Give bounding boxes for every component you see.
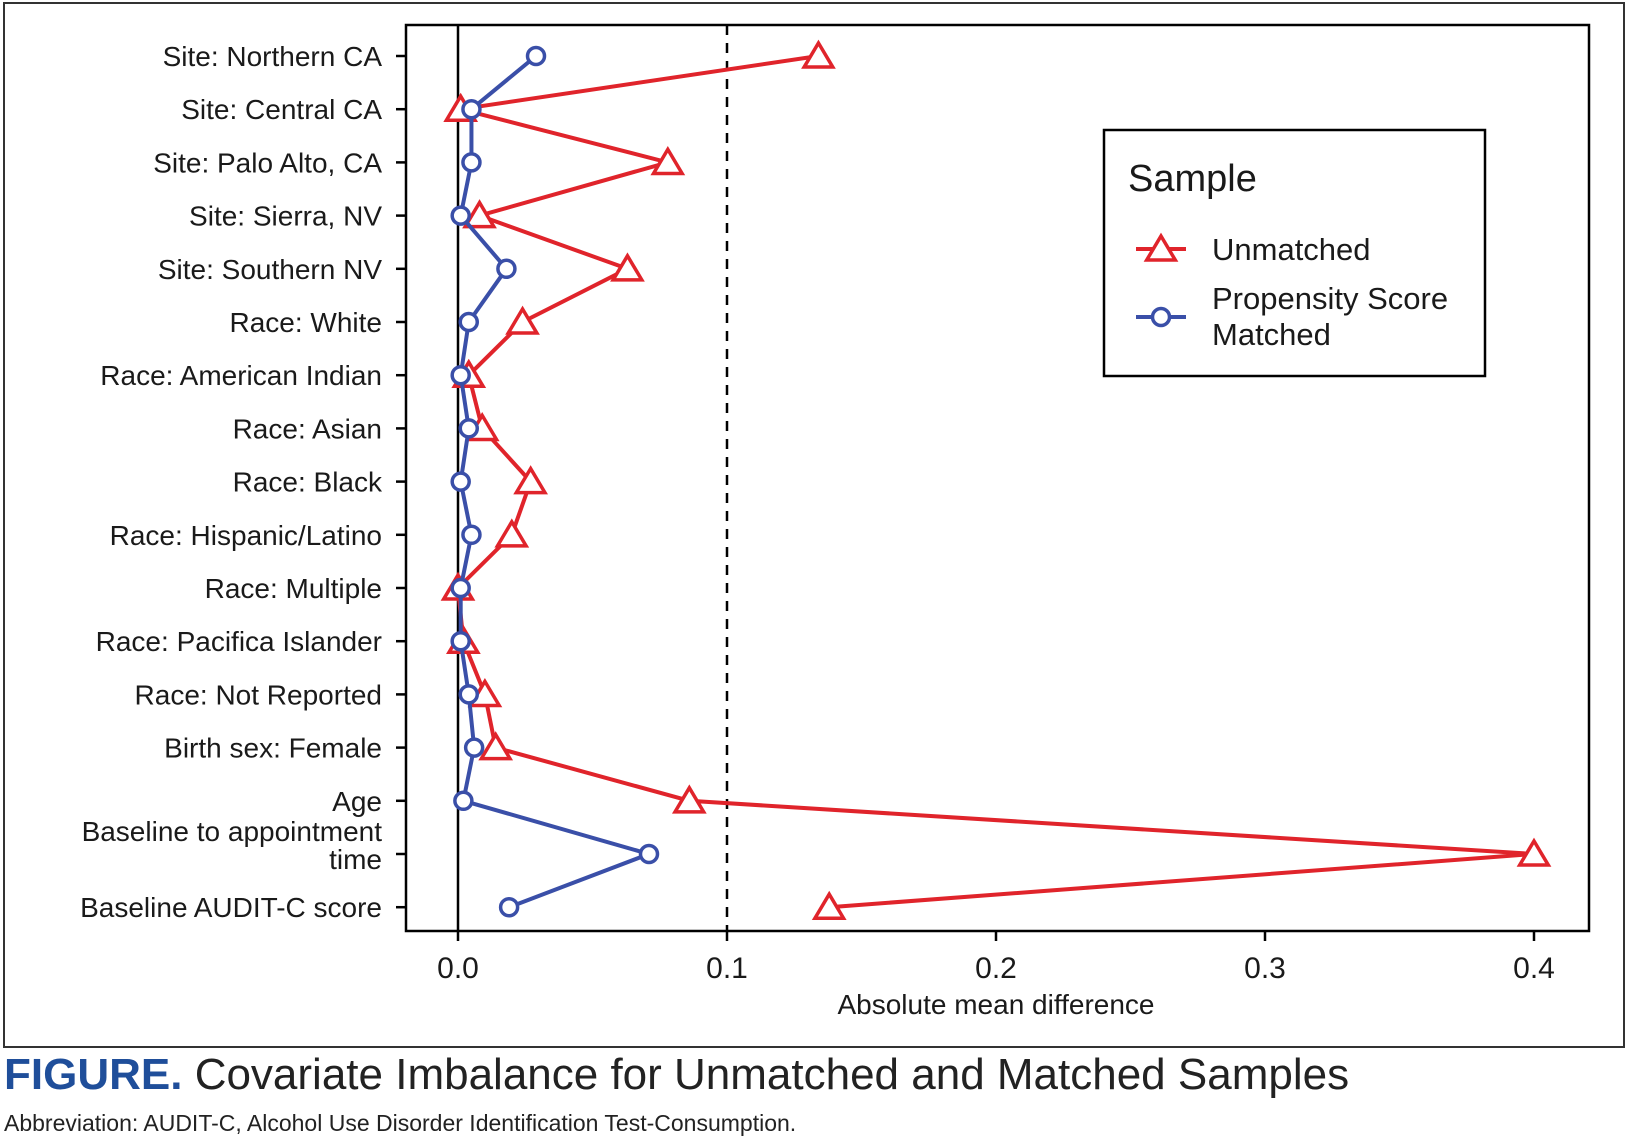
y-tick-label: Race: Not Reported (135, 679, 382, 710)
matched-point (453, 790, 474, 812)
matched-point (525, 45, 547, 67)
y-tick-label-line: Baseline to appointment (82, 816, 383, 847)
matched-point (463, 737, 485, 758)
unmatched-point (513, 465, 549, 495)
figure-frame (3, 2, 1625, 1048)
y-tick-label: Age (332, 786, 382, 817)
matched-point (461, 524, 482, 546)
legend-entries: Unmatched Propensity Score Matched (1136, 232, 1448, 352)
legend-label: Unmatched (1212, 232, 1371, 267)
x-tick-label: 0.4 (1513, 952, 1555, 985)
matched-point (450, 577, 471, 599)
y-tick-label: Race: Asian (233, 413, 382, 444)
unmatched-point (478, 731, 514, 761)
unmatched-point (811, 890, 847, 920)
unmatched-point (671, 784, 707, 814)
legend-title: Sample (1128, 158, 1257, 200)
legend-entry-unmatched: Unmatched (1136, 232, 1371, 267)
figure-caption: FIGURE. Covariate Imbalance for Unmatche… (4, 1050, 1349, 1100)
y-tick-label: Birth sex: Female (164, 733, 382, 764)
y-tick-label: Site: Southern NV (158, 254, 382, 285)
unmatched-point (610, 252, 645, 282)
x-tick-label: 0.3 (1244, 952, 1286, 985)
matched-point (496, 258, 517, 280)
abbreviation-note: Abbreviation: AUDIT-C, Alcohol Use Disor… (4, 1110, 797, 1136)
y-tick-label: Race: Multiple (205, 573, 382, 604)
matched-point (458, 684, 480, 705)
y-tick-label: Race: Pacifica Islander (96, 626, 382, 657)
unmatched-point (462, 199, 497, 229)
y-tick-label: Baseline to appointment time (82, 816, 383, 875)
y-tick-label: Race: American Indian (100, 360, 382, 391)
x-axis: 0.0 0.1 0.2 0.3 0.4 (437, 931, 1555, 985)
matched-point (461, 98, 482, 120)
plot-panel (404, 23, 1591, 933)
x-tick-label: 0.2 (975, 952, 1017, 985)
unmatched-point (505, 305, 540, 335)
legend-entry-matched: Propensity Score Matched (1136, 281, 1448, 352)
y-axis: Site: Northern CA Site: Central CA Site: P… (80, 41, 406, 923)
unmatched-point (801, 39, 836, 69)
matched-point (498, 896, 520, 918)
legend: Sample Unmatched Propensity Score Matched (1102, 128, 1487, 378)
caption-title: Covariate Imbalance for Unmatched and Ma… (194, 1050, 1350, 1099)
unmatched-point (650, 145, 686, 176)
unmatched-point (494, 518, 530, 548)
legend-label-line: Propensity Score (1212, 281, 1448, 316)
y-tick-label: Race: Hispanic/Latino (110, 520, 382, 551)
series-matched (450, 45, 660, 918)
legend-label: Propensity Score Matched (1212, 281, 1448, 352)
y-tick-label: Site: Northern CA (163, 41, 383, 72)
legend-label-line: Matched (1212, 317, 1331, 352)
matched-line (458, 54, 651, 910)
y-tick-label: Race: White (230, 307, 383, 338)
series-layer (440, 39, 1552, 920)
matched-point (450, 205, 471, 226)
matched-point (450, 630, 471, 652)
y-tick-label: Race: Black (233, 467, 383, 498)
covariate-imbalance-chart: Site: Northern CA Site: Central CA Site: P… (80, 23, 1591, 1020)
matched-point (450, 364, 471, 386)
matched-point (458, 418, 480, 439)
x-axis-title: Absolute mean difference (837, 989, 1154, 1020)
x-tick-label: 0.1 (706, 952, 748, 985)
y-tick-label: Site: Central CA (181, 94, 382, 125)
unmatched-point (1516, 837, 1552, 867)
y-tick-label: Baseline AUDIT-C score (80, 892, 382, 923)
caption-label: FIGURE. (4, 1050, 183, 1099)
matched-point (458, 311, 480, 333)
x-tick-label: 0.0 (437, 952, 479, 985)
matched-point (461, 152, 482, 173)
matched-point (638, 843, 660, 865)
y-tick-label-line: time (329, 844, 382, 875)
y-tick-label: Site: Sierra, NV (189, 201, 382, 232)
legend-circle-icon (1150, 306, 1172, 328)
matched-point (450, 471, 471, 492)
y-tick-label: Site: Palo Alto, CA (153, 147, 382, 178)
legend-triangle-icon (1143, 232, 1179, 262)
